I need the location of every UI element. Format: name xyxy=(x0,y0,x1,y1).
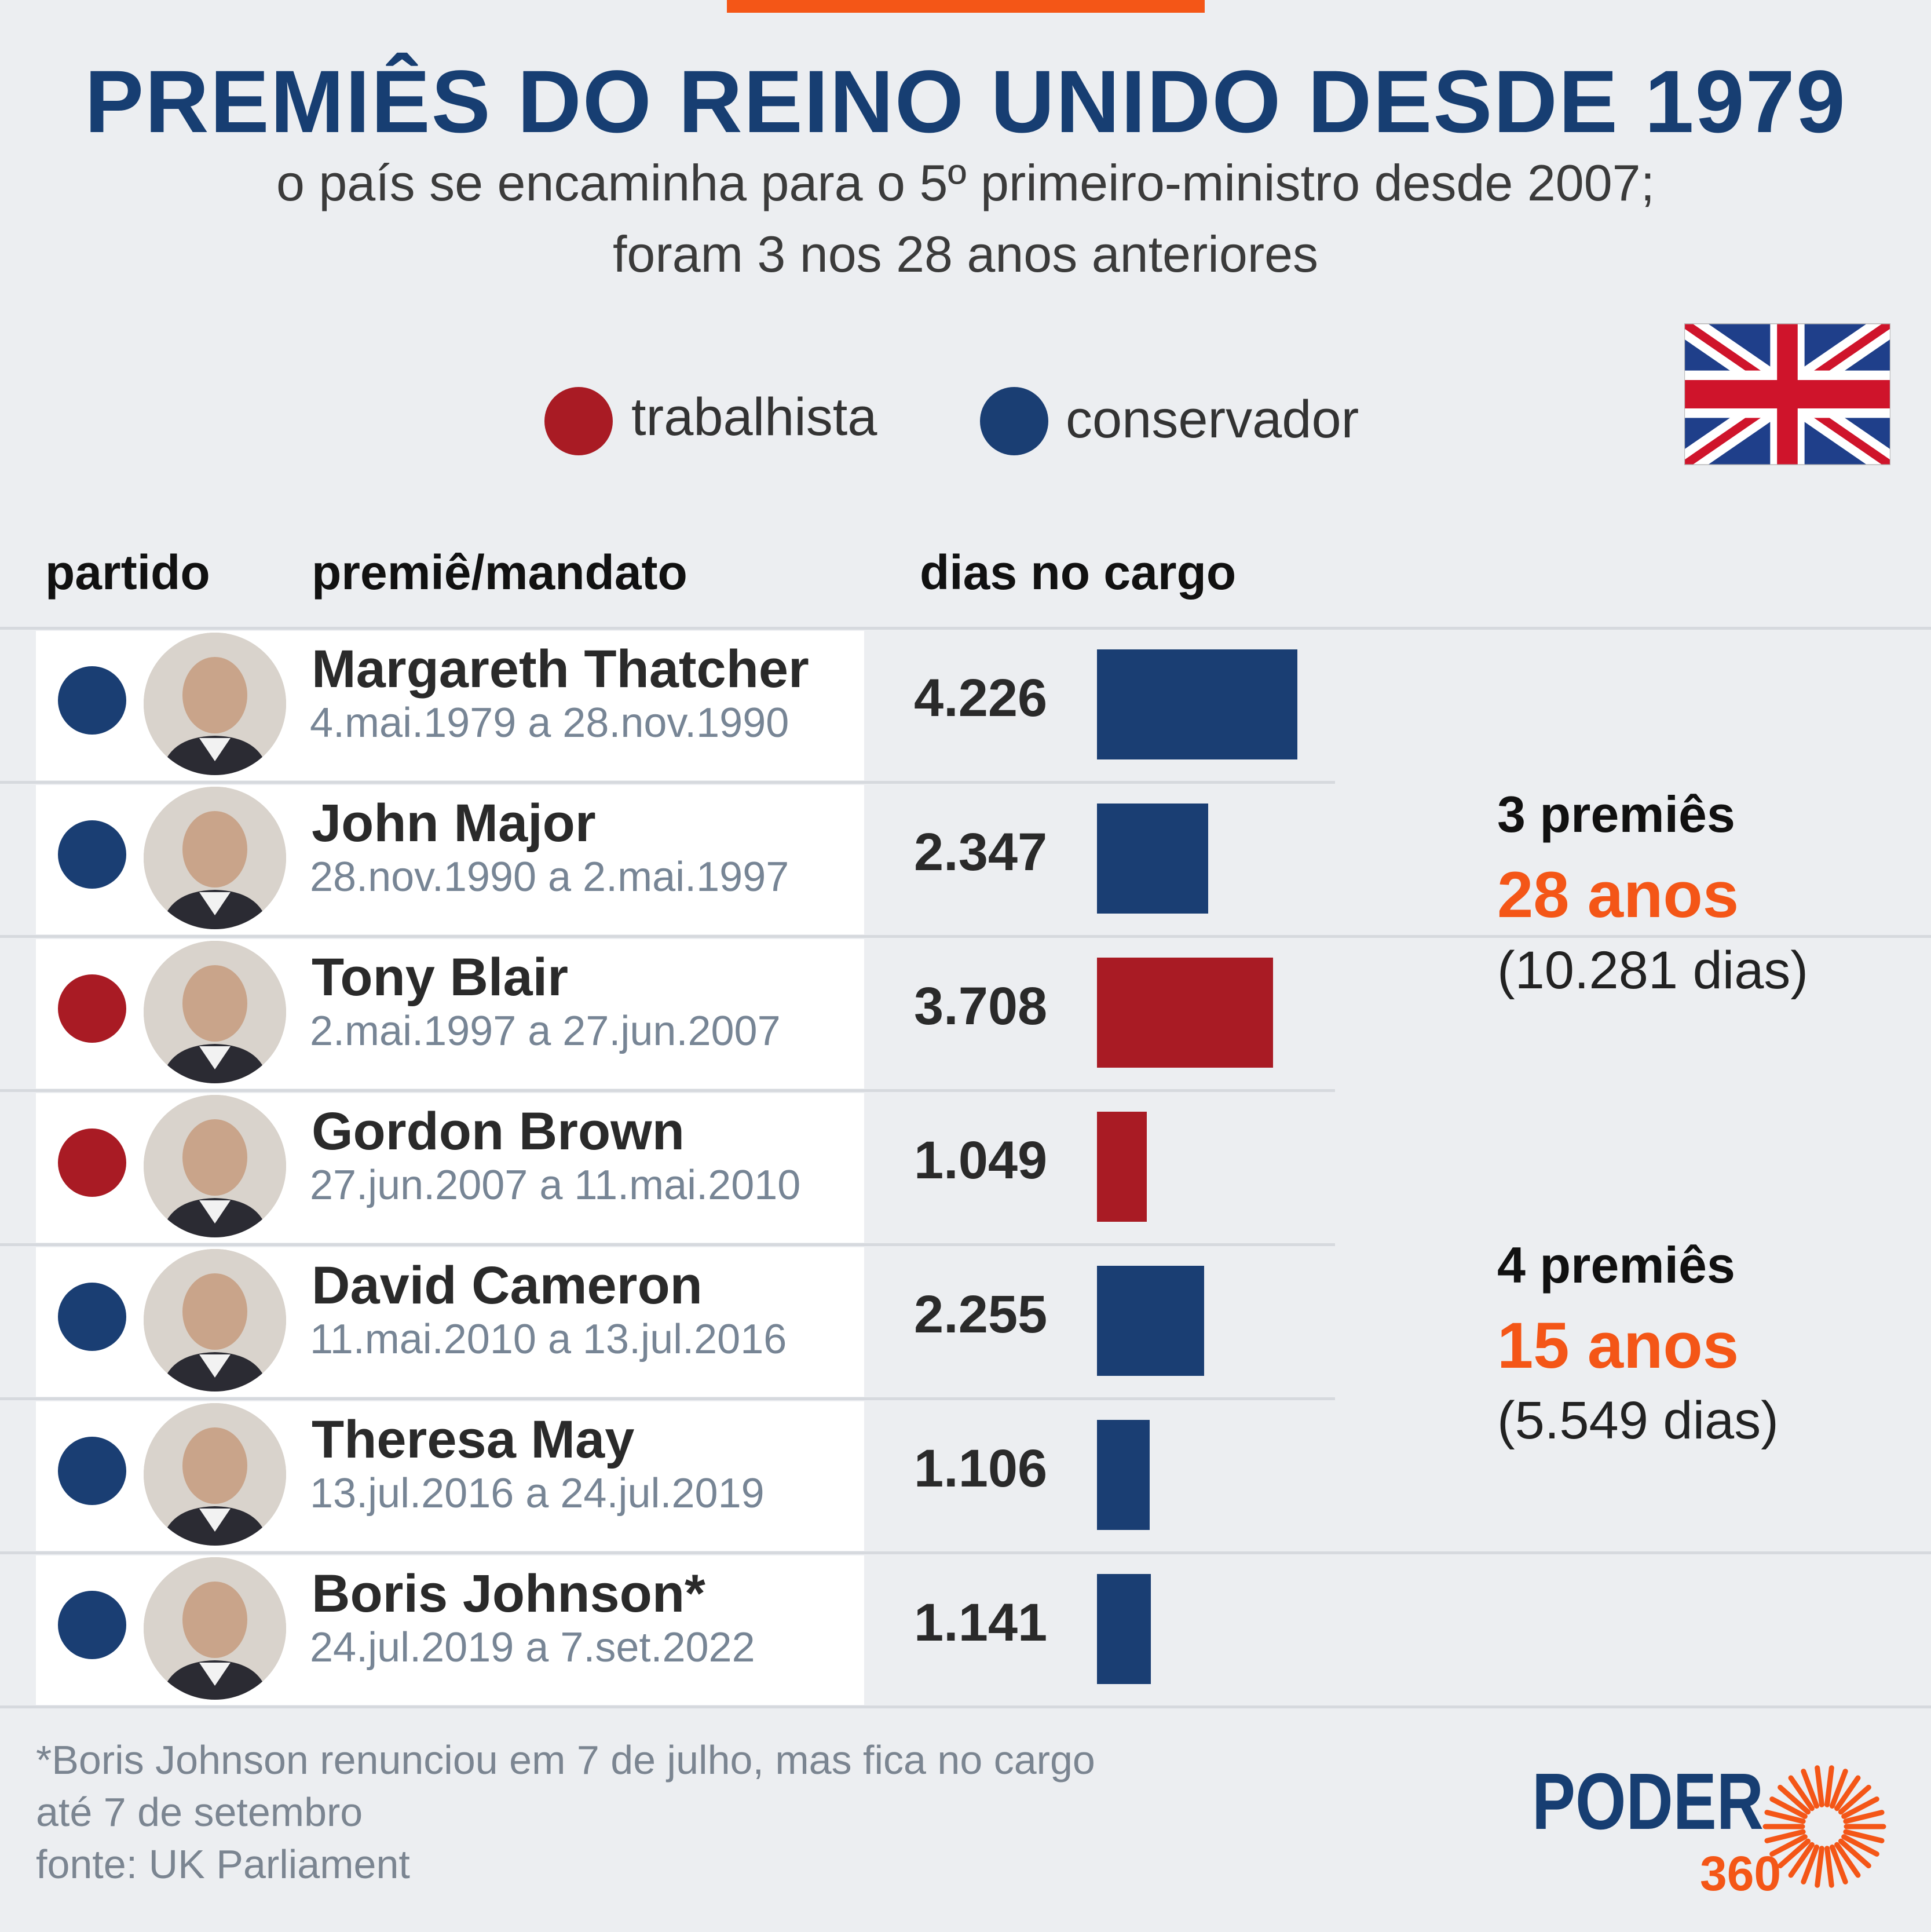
header-pm-term: premiê/mandato xyxy=(312,545,687,600)
group1-years: 28 anos xyxy=(1497,859,1739,931)
sunburst-icon xyxy=(1762,1765,1886,1888)
pm-term: 27.jun.2007 a 11.mai.2010 xyxy=(310,1162,801,1208)
days-value-label: 1.141 xyxy=(914,1593,1048,1652)
pm-term: 11.mai.2010 a 13.jul.2016 xyxy=(310,1316,787,1363)
footnote-line-2: até 7 de setembro xyxy=(36,1789,363,1835)
logo-main-text: PODER xyxy=(1532,1758,1764,1846)
pm-term: 28.nov.1990 a 2.mai.1997 xyxy=(310,854,789,900)
chart-title: PREMIÊS DO REINO UNIDO DESDE 1979 xyxy=(85,52,1846,151)
header-days: dias no cargo xyxy=(920,545,1237,600)
pm-photo xyxy=(144,941,286,1083)
pm-term: 4.mai.1979 a 28.nov.1990 xyxy=(310,700,789,746)
pm-name: David Cameron xyxy=(312,1256,703,1315)
party-dot xyxy=(58,1283,126,1351)
days-bar xyxy=(1097,649,1297,759)
days-value-label: 3.708 xyxy=(914,977,1048,1036)
days-bar xyxy=(1097,1574,1151,1684)
party-dot xyxy=(58,1437,126,1505)
pm-name: Gordon Brown xyxy=(312,1102,685,1161)
row-separator xyxy=(0,1397,1335,1400)
header-party: partido xyxy=(45,545,210,600)
pm-photo xyxy=(144,633,286,775)
row-separator xyxy=(0,1089,1335,1092)
pm-term: 13.jul.2016 a 24.jul.2019 xyxy=(310,1470,765,1517)
row-separator xyxy=(0,627,1931,630)
group2-years: 15 anos xyxy=(1497,1309,1739,1382)
pm-term: 24.jul.2019 a 7.set.2022 xyxy=(310,1624,755,1671)
group1-count: 3 premiês xyxy=(1497,786,1735,843)
days-value-label: 2.255 xyxy=(914,1285,1048,1344)
poder360-logo: PODER 360 xyxy=(1532,1758,1886,1897)
pm-photo xyxy=(144,1095,286,1237)
subtitle-line-1: o país se encaminha para o 5º primeiro-m… xyxy=(276,154,1655,211)
legend-conservative-label: conservador xyxy=(1066,390,1359,449)
uk-flag-icon xyxy=(1684,323,1890,465)
days-value-label: 2.347 xyxy=(914,823,1048,882)
row-separator xyxy=(0,935,1931,938)
pm-name: Margareth Thatcher xyxy=(312,640,809,699)
party-dot xyxy=(58,974,126,1043)
party-dot xyxy=(58,820,126,889)
days-bar xyxy=(1097,1112,1147,1222)
top-accent-bar xyxy=(727,0,1205,13)
subtitle-line-2: foram 3 nos 28 anos anteriores xyxy=(612,225,1319,283)
group1-days: (10.281 dias) xyxy=(1497,941,1808,1000)
pm-photo xyxy=(144,1557,286,1700)
pm-name: Theresa May xyxy=(312,1410,635,1469)
legend-labour-dot xyxy=(544,387,613,455)
days-value-label: 1.049 xyxy=(914,1131,1048,1190)
group2-count: 4 premiês xyxy=(1497,1236,1735,1294)
row-separator xyxy=(0,1243,1335,1246)
source-note: fonte: UK Parliament xyxy=(36,1842,410,1887)
pm-name: John Major xyxy=(312,794,596,853)
party-dot xyxy=(58,1128,126,1197)
days-bar xyxy=(1097,1266,1204,1376)
days-bar xyxy=(1097,1420,1150,1530)
days-value-label: 4.226 xyxy=(914,669,1048,728)
party-dot xyxy=(58,666,126,735)
days-bar xyxy=(1097,804,1208,914)
pm-photo xyxy=(144,1403,286,1546)
days-value-label: 1.106 xyxy=(914,1439,1048,1498)
pm-photo xyxy=(144,787,286,929)
party-dot xyxy=(58,1591,126,1659)
row-separator xyxy=(0,1551,1931,1554)
days-bar xyxy=(1097,958,1273,1068)
pm-name: Tony Blair xyxy=(312,948,569,1007)
group2-days: (5.549 dias) xyxy=(1497,1391,1779,1450)
pm-name: Boris Johnson* xyxy=(312,1564,705,1623)
footnote-line-1: *Boris Johnson renunciou em 7 de julho, … xyxy=(36,1737,1095,1783)
logo-sub-text: 360 xyxy=(1700,1846,1781,1897)
pm-term: 2.mai.1997 a 27.jun.2007 xyxy=(310,1008,781,1054)
pm-photo xyxy=(144,1249,286,1392)
row-separator xyxy=(0,781,1335,784)
legend-conservative-dot xyxy=(980,387,1048,455)
row-separator xyxy=(0,1705,1931,1708)
legend-labour-label: trabalhista xyxy=(631,388,877,447)
